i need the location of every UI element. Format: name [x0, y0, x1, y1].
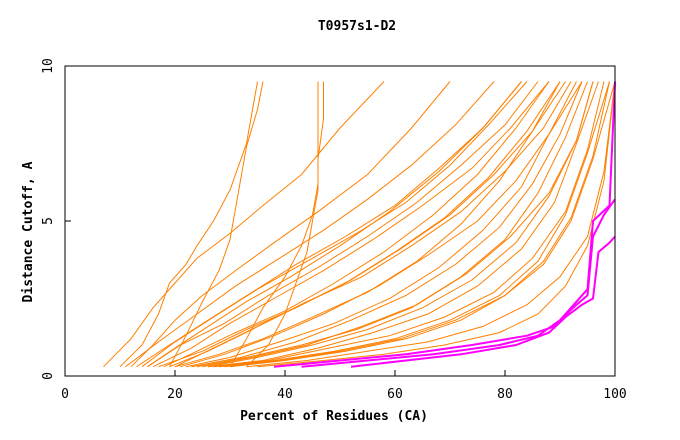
y-tick-label: 0	[41, 372, 56, 380]
y-axis-label: Distance Cutoff, A	[21, 161, 36, 302]
x-tick-label: 60	[387, 387, 403, 402]
series-line-highlight-3	[350, 235, 616, 368]
series-line-model-10	[218, 81, 610, 368]
x-tick-label: 0	[61, 387, 69, 402]
x-tick-label: 20	[167, 387, 183, 402]
series-line-model-05	[163, 81, 550, 368]
series-line-model-28	[229, 81, 319, 367]
series-line-model-17	[246, 81, 616, 368]
series-line-highlight-2	[301, 198, 616, 368]
series-line-model-09	[207, 81, 599, 368]
series-line-model-15	[202, 81, 594, 368]
ticks-layer: 0 20 40 60 80 100 0 5 10	[41, 58, 627, 402]
x-tick-label: 40	[277, 387, 293, 402]
y-tick-label: 10	[41, 58, 56, 74]
series-line-model-02	[103, 81, 385, 368]
series-line-model-03	[130, 81, 451, 368]
series-line-model-16	[229, 81, 616, 368]
series-line-model-14	[180, 81, 583, 368]
series-line-model-27	[207, 81, 594, 368]
x-tick-label: 100	[603, 387, 626, 402]
series-line-model-12	[152, 81, 550, 368]
series-line-model-19	[136, 81, 522, 368]
x-axis-label: Percent of Residues (CA)	[240, 409, 428, 424]
series-line-model-26	[224, 81, 610, 368]
series-line-model-20	[158, 81, 561, 368]
series-line-model-06	[174, 81, 561, 368]
series-line-model-04	[147, 81, 522, 368]
series-line-model-11	[141, 81, 528, 368]
series-line-model-24	[174, 81, 572, 368]
y-tick-label: 5	[41, 217, 56, 225]
series-layer	[103, 81, 616, 368]
series-line-model-30	[169, 81, 264, 367]
series-line-model-18	[125, 81, 495, 368]
series-line-model-23	[257, 81, 616, 368]
series-line-model-21	[191, 81, 583, 368]
series-line-model-07	[185, 81, 577, 368]
x-tick-label: 80	[497, 387, 513, 402]
plot-frame	[64, 65, 616, 377]
series-line-model-01	[119, 81, 258, 368]
chart-title: T0957s1-D2	[318, 19, 396, 34]
series-line-model-22	[213, 81, 605, 368]
series-line-model-29	[246, 81, 324, 368]
series-line-model-25	[147, 81, 539, 368]
